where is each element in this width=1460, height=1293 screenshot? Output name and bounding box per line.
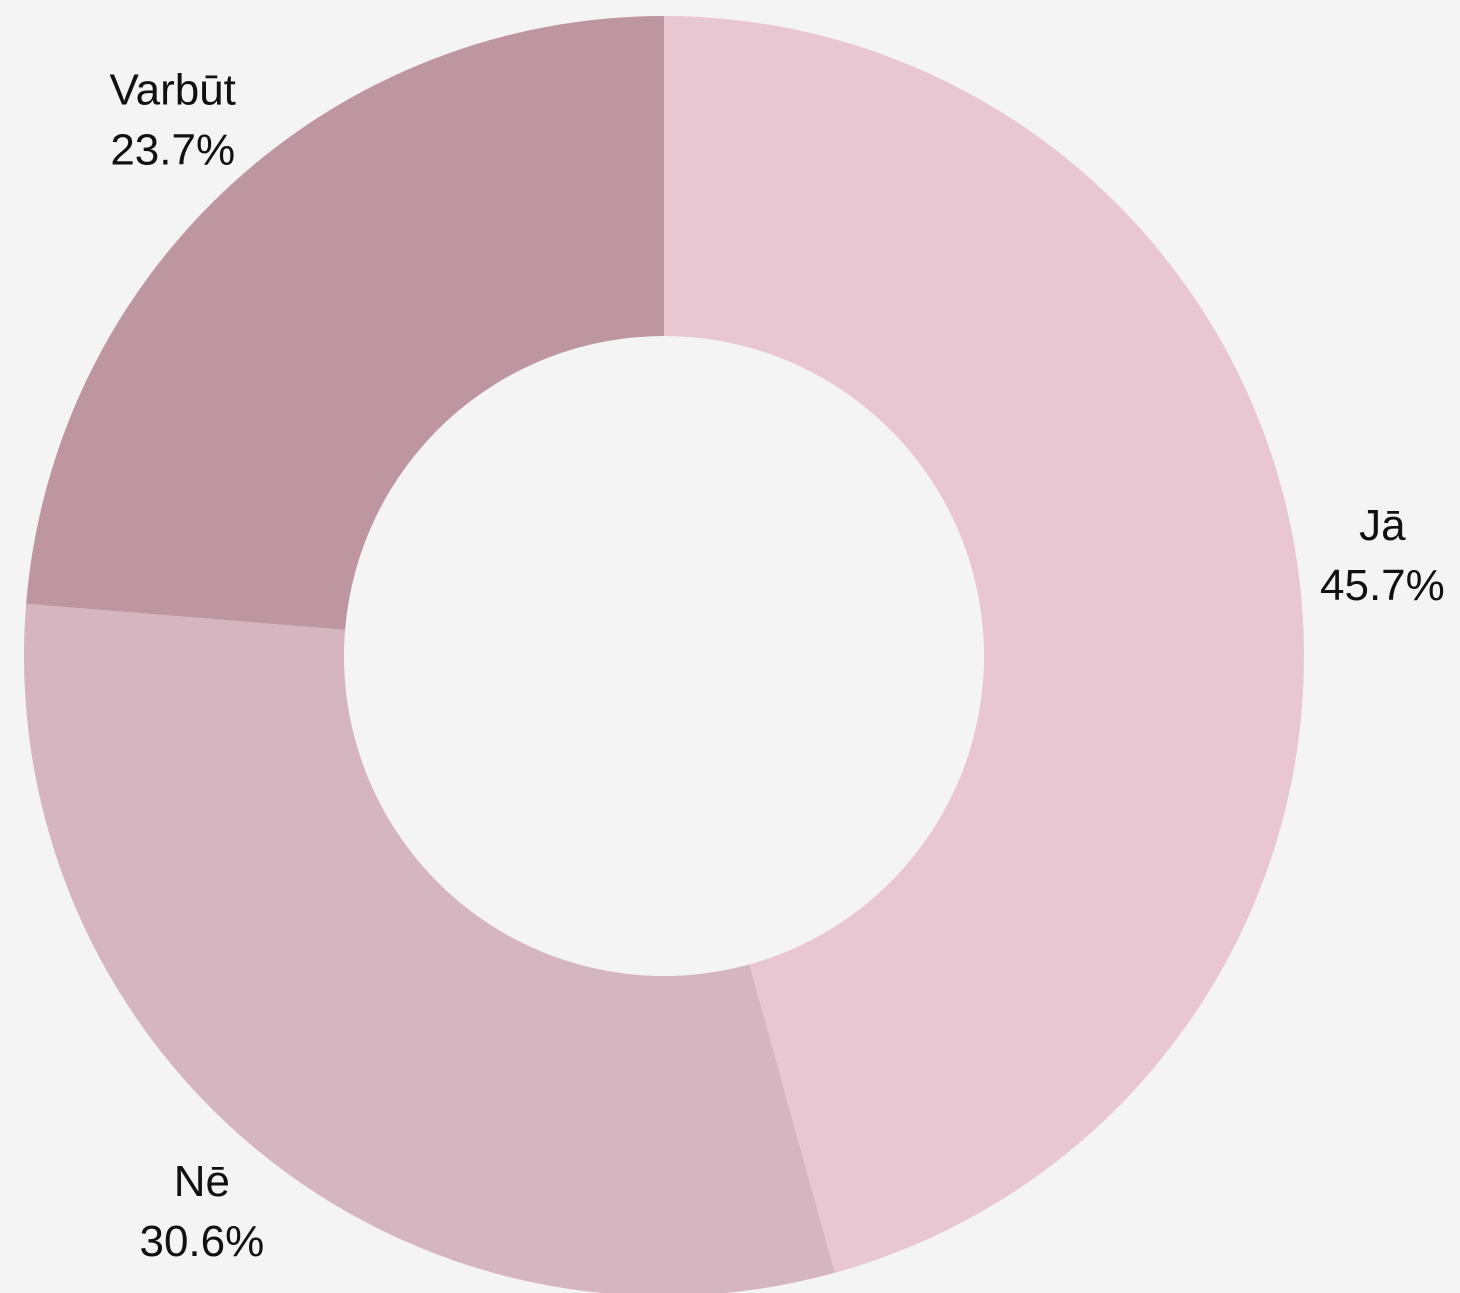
donut-slice bbox=[664, 16, 1305, 1273]
slice-value-label: 30.6% bbox=[139, 1217, 264, 1266]
slice-value-label: 45.7% bbox=[1320, 561, 1445, 610]
donut-slice bbox=[26, 16, 665, 630]
slice-label: Nē bbox=[174, 1157, 230, 1206]
slice-label: Jā bbox=[1359, 501, 1406, 550]
slice-label: Varbūt bbox=[110, 65, 236, 114]
slice-value-label: 23.7% bbox=[110, 125, 235, 174]
donut-slice bbox=[24, 603, 835, 1293]
